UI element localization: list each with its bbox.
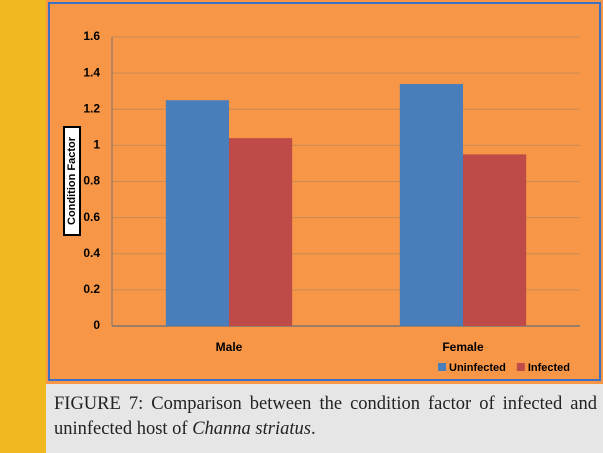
x-tick-label: Male [216,340,243,354]
chart-border [48,2,601,381]
y-tick-label: 0 [93,318,100,332]
y-tick-label: 0.6 [83,210,100,224]
figure-caption: FIGURE 7: Comparison between the conditi… [46,384,603,453]
y-tick-label: 1.4 [83,65,100,79]
y-tick-label: 1.2 [83,101,100,115]
legend-label: Infected [528,362,570,374]
bar [229,138,293,326]
chart: Condition Factor 0 0.2 0.4 0.6 0.8 1 1.2 1.4 1.6… [46,0,603,384]
y-tick-label: 1 [93,138,100,152]
bar [165,100,229,326]
bar [399,83,463,327]
legend-swatch [438,363,446,371]
y-tick-label: 1.6 [83,29,100,43]
y-tick-label: 0.8 [83,174,100,188]
caption-species: Channa striatus [192,419,311,439]
y-axis-label: Condition Factor [66,136,78,225]
y-tick-label: 0.2 [83,282,100,296]
caption-end: . [310,419,316,439]
side-stripe [0,0,46,453]
legend-swatch [516,363,525,371]
legend-label: Uninfected [449,362,506,374]
y-tick-label: 0.4 [83,246,100,260]
caption-text: FIGURE 7: Comparison between the conditi… [54,394,597,439]
x-tick-label: Female [442,340,484,354]
bar [463,154,527,326]
y-label-box [63,126,81,236]
